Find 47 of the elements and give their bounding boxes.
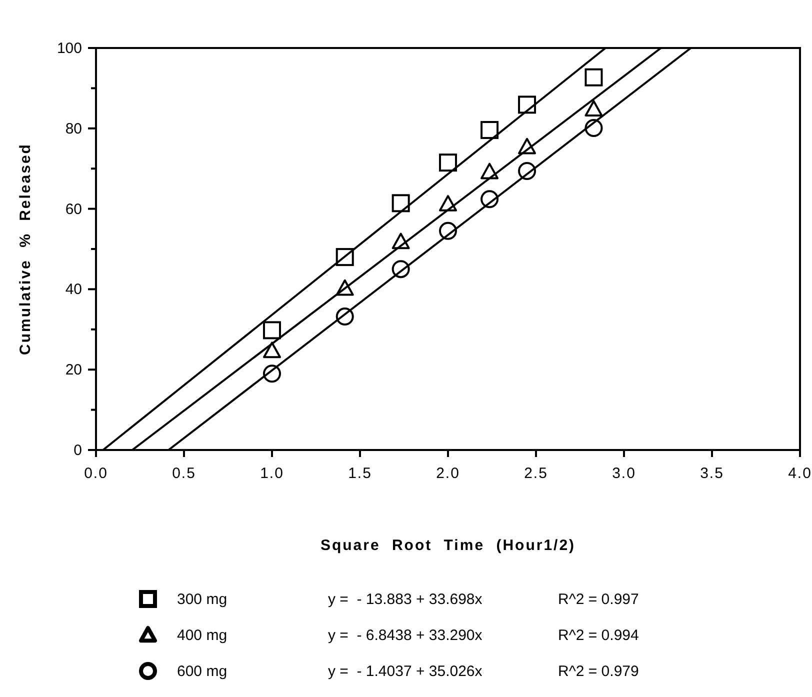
point [263, 342, 281, 358]
legend-label: 400 mg [177, 627, 228, 644]
text: y = - 6.8438 + 33.290x [328, 627, 483, 644]
text: y = - 13.883 + 33.698x [328, 591, 483, 608]
point [263, 321, 281, 340]
y-tick-label: 0 [74, 442, 82, 459]
point [439, 194, 457, 212]
x-axis-title: Square Root Time (Hour1/2) [320, 537, 576, 554]
point [518, 162, 536, 180]
x-tick-label: 0.0 [84, 465, 108, 482]
point [392, 260, 410, 278]
x-tick-label: 1.5 [348, 465, 372, 482]
x-tick-label: 0.5 [172, 465, 196, 482]
point [439, 222, 457, 240]
point [263, 364, 281, 383]
x-tick-label: 2.5 [524, 465, 548, 482]
point [336, 279, 354, 296]
legend-label: 600 mg [177, 663, 228, 680]
x-tick-label: 2.0 [436, 465, 460, 482]
point [480, 190, 499, 208]
y-axis-title: Cumulative % Released [17, 143, 34, 355]
x-tick-label: 3.5 [700, 465, 724, 482]
text: y = - 1.4037 + 35.026x [328, 663, 483, 680]
y-tick-label: 80 [65, 120, 82, 138]
y-tick-label: 100 [56, 40, 82, 57]
point [518, 96, 536, 114]
y-tick-label: 20 [65, 362, 82, 379]
point [584, 68, 603, 86]
point [336, 308, 354, 326]
point [392, 232, 410, 250]
point [392, 194, 410, 212]
text: R^2 = 0.997 [558, 591, 639, 608]
x-tick-label: 4.0 [788, 465, 812, 482]
text: R^2 = 0.979 [558, 663, 639, 680]
point [584, 119, 603, 137]
point [480, 121, 499, 140]
text: R^2 = 0.994 [558, 627, 639, 644]
point [518, 138, 536, 154]
x-tick-label: 1.0 [260, 465, 284, 482]
y-tick-label: 40 [65, 281, 82, 298]
y-tick-label: 60 [65, 200, 82, 218]
legend-label: 300 mg [177, 591, 228, 608]
x-tick-label: 3.0 [612, 465, 636, 482]
point [584, 100, 603, 117]
point [336, 248, 354, 266]
point [439, 154, 457, 172]
point [480, 162, 499, 180]
